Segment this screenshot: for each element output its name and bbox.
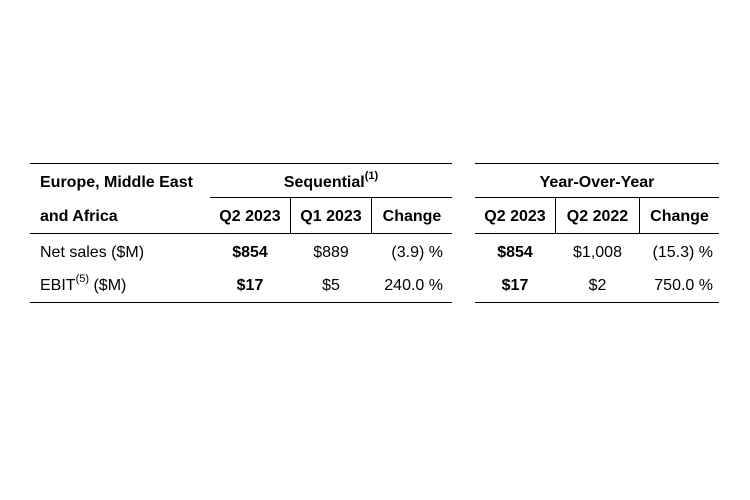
row-label-text: EBIT	[40, 277, 76, 294]
header-bottom-rule-left	[30, 233, 452, 234]
table-cell: (3.9) %	[391, 244, 443, 261]
yoy-header: Year-Over-Year	[539, 174, 655, 191]
col-divider	[555, 197, 556, 233]
sequential-underline	[210, 197, 452, 198]
region-header-line2: and Africa	[40, 208, 118, 225]
footnote-marker: (1)	[364, 169, 379, 182]
bottom-rule-right	[475, 302, 719, 303]
region-header-line1: Europe, Middle East	[40, 174, 193, 191]
top-rule-right	[475, 163, 719, 164]
table-cell: (15.3) %	[652, 244, 713, 261]
yoy-underline	[475, 197, 719, 198]
column-header: Q2 2023	[484, 208, 546, 225]
row-label: Net sales ($M)	[40, 244, 145, 261]
column-header: Q1 2023	[300, 208, 362, 225]
column-header: Q2 2022	[566, 208, 629, 225]
table-cell: $1,008	[573, 244, 622, 261]
table-cell: $854	[232, 244, 268, 261]
table-cell: 240.0 %	[384, 277, 443, 294]
col-divider	[639, 197, 640, 233]
table-cell: $17	[501, 277, 529, 294]
table-cell: $17	[236, 277, 264, 294]
top-rule-left	[30, 163, 452, 164]
col-divider	[290, 197, 291, 233]
bottom-rule-left	[30, 302, 452, 303]
header-bottom-rule-right	[475, 233, 719, 234]
column-header: Change	[650, 208, 709, 225]
row-label: EBIT(5) ($M)	[40, 273, 127, 295]
sequential-header: Sequential(1)	[210, 170, 452, 192]
column-header: Q2 2023	[219, 208, 281, 225]
table-cell: 750.0 %	[654, 277, 713, 294]
footnote-marker: (5)	[75, 272, 90, 285]
column-header: Change	[382, 208, 442, 225]
table-cell: $5	[322, 277, 340, 294]
col-divider	[371, 197, 372, 233]
sequential-label: Sequential	[283, 174, 365, 191]
row-label-unit: ($M)	[89, 277, 127, 294]
table-cell: $889	[313, 244, 349, 261]
table-cell: $2	[588, 277, 607, 294]
table-cell: $854	[497, 244, 533, 261]
